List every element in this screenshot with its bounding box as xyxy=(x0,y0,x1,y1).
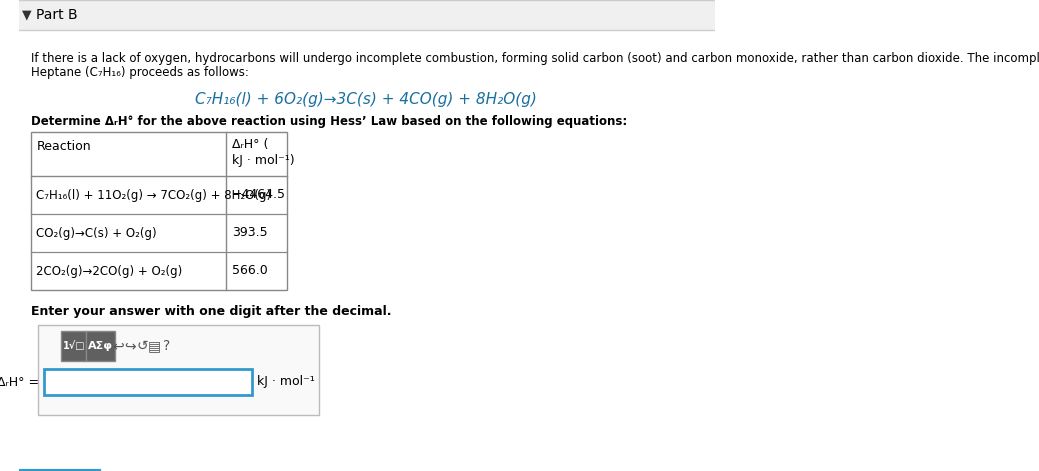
Text: 1√□: 1√□ xyxy=(62,341,85,351)
Text: 2CO₂(g)→2CO(g) + O₂(g): 2CO₂(g)→2CO(g) + O₂(g) xyxy=(36,265,183,277)
FancyBboxPatch shape xyxy=(86,331,114,361)
Text: ?: ? xyxy=(162,339,169,353)
Text: Heptane (C₇H₁₆) proceeds as follows:: Heptane (C₇H₁₆) proceeds as follows: xyxy=(31,66,248,79)
Text: Reaction: Reaction xyxy=(36,140,90,153)
Text: ↩: ↩ xyxy=(112,339,124,353)
Text: C₇H₁₆(l) + 11O₂(g) → 7CO₂(g) + 8H₂O(g): C₇H₁₆(l) + 11O₂(g) → 7CO₂(g) + 8H₂O(g) xyxy=(36,188,271,202)
Bar xyxy=(37,325,319,415)
FancyBboxPatch shape xyxy=(19,0,715,30)
Text: 566.0: 566.0 xyxy=(232,265,267,277)
Bar xyxy=(31,132,287,290)
Text: C₇H₁₆(l) + 6O₂(g)→3C(s) + 4CO(g) + 8H₂O(g): C₇H₁₆(l) + 6O₂(g)→3C(s) + 4CO(g) + 8H₂O(… xyxy=(195,92,537,107)
Text: ΑΣφ: ΑΣφ xyxy=(88,341,113,351)
Text: ▤: ▤ xyxy=(148,339,161,353)
Text: Determine ΔᵣH° for the above reaction using Hess’ Law based on the following equ: Determine ΔᵣH° for the above reaction us… xyxy=(31,115,628,128)
Text: Part B: Part B xyxy=(35,8,77,22)
Text: kJ · mol⁻¹: kJ · mol⁻¹ xyxy=(258,375,315,389)
Bar xyxy=(45,369,251,395)
Text: −4464.5: −4464.5 xyxy=(232,188,286,202)
Text: kJ · mol⁻¹): kJ · mol⁻¹) xyxy=(232,154,294,167)
Text: Enter your answer with one digit after the decimal.: Enter your answer with one digit after t… xyxy=(31,305,392,318)
Text: If there is a lack of oxygen, hydrocarbons will undergo incomplete combustion, f: If there is a lack of oxygen, hydrocarbo… xyxy=(31,52,1039,65)
Text: CO₂(g)→C(s) + O₂(g): CO₂(g)→C(s) + O₂(g) xyxy=(36,227,157,239)
Text: ▼: ▼ xyxy=(22,8,32,22)
Text: ΔᵣH° (: ΔᵣH° ( xyxy=(232,138,268,151)
Text: 393.5: 393.5 xyxy=(232,227,267,239)
Text: ↪: ↪ xyxy=(125,339,136,353)
Text: ↺: ↺ xyxy=(136,339,148,353)
FancyBboxPatch shape xyxy=(61,331,86,361)
Text: ΔᵣH° =: ΔᵣH° = xyxy=(0,375,38,389)
